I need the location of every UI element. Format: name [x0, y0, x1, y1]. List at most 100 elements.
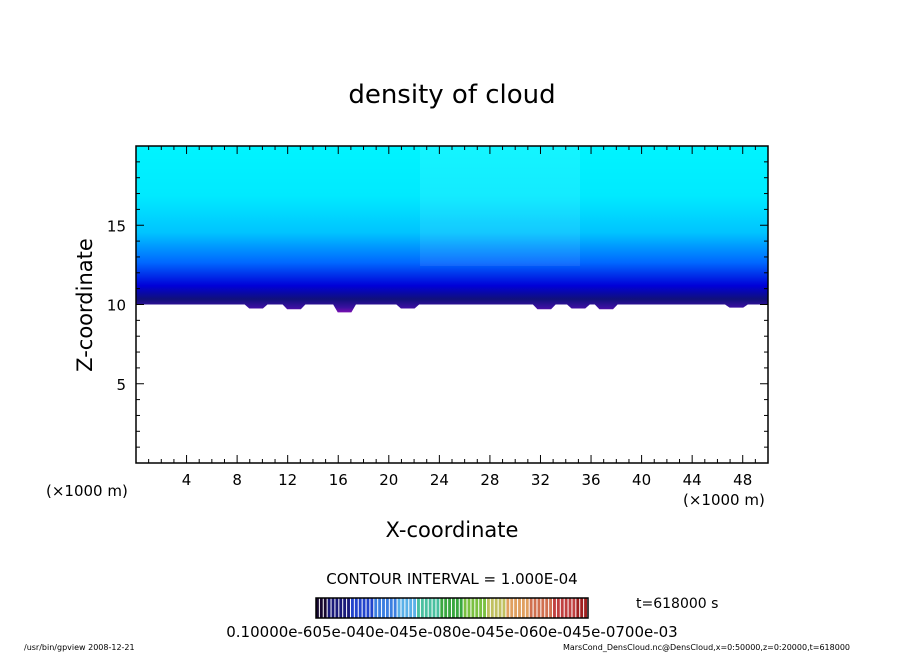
- colorbar-cell: [494, 598, 498, 618]
- colorbar-cell: [362, 598, 366, 618]
- colorbar-cell: [549, 598, 553, 618]
- colorbar-cell: [350, 598, 354, 618]
- colorbar-cell: [455, 598, 459, 618]
- x-tick-label: 36: [581, 471, 600, 489]
- colorbar-cell: [401, 598, 405, 618]
- colorbar-cell: [366, 598, 370, 618]
- x-tick-label: 28: [480, 471, 499, 489]
- footer-right: MarsCond_DensCloud.nc@DensCloud,x=0:5000…: [563, 643, 850, 652]
- colorbar-cell: [572, 598, 576, 618]
- x-tick-label: 32: [531, 471, 550, 489]
- colorbar-cell: [553, 598, 556, 618]
- colorbar: [316, 598, 587, 618]
- x-unit-right: (×1000 m): [683, 491, 765, 509]
- colorbar-cell: [514, 598, 518, 618]
- colorbar-cell: [409, 598, 413, 618]
- colorbar-frame: [315, 597, 589, 619]
- colorbar-cell: [374, 598, 378, 618]
- colorbar-cell: [354, 598, 358, 618]
- y-tick-label: 10: [107, 297, 126, 315]
- colorbar-cell: [580, 598, 584, 618]
- x-axis-label: X-coordinate: [386, 518, 519, 542]
- colorbar-cell: [510, 598, 514, 618]
- colorbar-cell: [389, 598, 393, 618]
- contour-interval-label: CONTOUR INTERVAL = 1.000E-04: [326, 570, 577, 588]
- colorbar-cell: [483, 598, 486, 618]
- colorbar-cell: [576, 598, 580, 618]
- colorbar-tick-labels: 0.10000e-605e-040e-045e-080e-045e-060e-0…: [226, 623, 677, 641]
- colorbar-cell: [533, 598, 537, 618]
- x-tick-label: 20: [379, 471, 398, 489]
- colorbar-cell: [471, 598, 475, 618]
- y-tick-label: 5: [116, 376, 126, 394]
- colorbar-cell: [347, 598, 350, 618]
- x-tick-label: 48: [733, 471, 752, 489]
- colorbar-cell: [397, 598, 401, 618]
- colorbar-cell: [518, 598, 521, 618]
- colorbar-cell: [343, 598, 347, 618]
- x-tick-label: 12: [278, 471, 297, 489]
- colorbar-cell: [452, 598, 455, 618]
- footer-left: /usr/bin/gpview 2008-12-21: [24, 643, 135, 652]
- colorbar-cell: [436, 598, 440, 618]
- colorbar-cell: [564, 598, 568, 618]
- x-tick-label: 44: [683, 471, 702, 489]
- cloud-stripe-bright: [420, 146, 580, 266]
- colorbar-cell: [560, 598, 564, 618]
- colorbar-cell: [490, 598, 494, 618]
- x-tick-label: 16: [329, 471, 348, 489]
- colorbar-cell: [378, 598, 382, 618]
- chart-title: density of cloud: [348, 80, 555, 110]
- colorbar-cell: [382, 598, 385, 618]
- colorbar-cell: [335, 598, 339, 618]
- colorbar-cell: [584, 598, 587, 618]
- x-tick-label: 8: [232, 471, 242, 489]
- colorbar-cell: [385, 598, 389, 618]
- colorbar-cell: [529, 598, 533, 618]
- colorbar-cell: [413, 598, 417, 618]
- colorbar-cell: [486, 598, 490, 618]
- colorbar-cell: [393, 598, 397, 618]
- colorbar-cell: [405, 598, 409, 618]
- x-axis-ticks: 4 8 12 16 20 24 28 32 36 40 44 48: [148, 146, 756, 489]
- colorbar-cell: [545, 598, 549, 618]
- colorbar-cell: [331, 598, 335, 618]
- x-tick-label: 40: [632, 471, 651, 489]
- y-axis-ticks: 5 10 15: [107, 161, 768, 448]
- colorbar-cell: [316, 598, 319, 618]
- colorbar-cell: [459, 598, 463, 618]
- colorbar-cell: [417, 598, 420, 618]
- colorbar-cell: [339, 598, 343, 618]
- x-unit-left: (×1000 m): [46, 482, 128, 500]
- colorbar-cell: [420, 598, 424, 618]
- y-tick-label: 15: [107, 217, 126, 235]
- colorbar-cell: [370, 598, 374, 618]
- colorbar-cell: [568, 598, 572, 618]
- colorbar-cell: [541, 598, 545, 618]
- x-tick-label: 24: [430, 471, 449, 489]
- colorbar-cell: [479, 598, 483, 618]
- colorbar-cell: [319, 598, 323, 618]
- colorbar-cell: [537, 598, 541, 618]
- cloud-layer: [136, 146, 768, 313]
- time-label: t=618000 s: [636, 596, 718, 612]
- colorbar-cell: [467, 598, 471, 618]
- colorbar-cell: [428, 598, 432, 618]
- colorbar-cell: [358, 598, 362, 618]
- colorbar-cell: [475, 598, 479, 618]
- colorbar-cell: [525, 598, 529, 618]
- colorbar-cell: [323, 598, 327, 618]
- colorbar-cell: [448, 598, 451, 618]
- colorbar-cell: [506, 598, 510, 618]
- colorbar-cell: [463, 598, 467, 618]
- colorbar-cell: [424, 598, 428, 618]
- colorbar-cell: [327, 598, 331, 618]
- colorbar-cell: [432, 598, 436, 618]
- colorbar-cell: [440, 598, 444, 618]
- colorbar-cell: [502, 598, 506, 618]
- colorbar-cell: [498, 598, 502, 618]
- colorbar-cell: [556, 598, 560, 618]
- y-axis-label: Z-coordinate: [73, 238, 97, 372]
- colorbar-cell: [521, 598, 525, 618]
